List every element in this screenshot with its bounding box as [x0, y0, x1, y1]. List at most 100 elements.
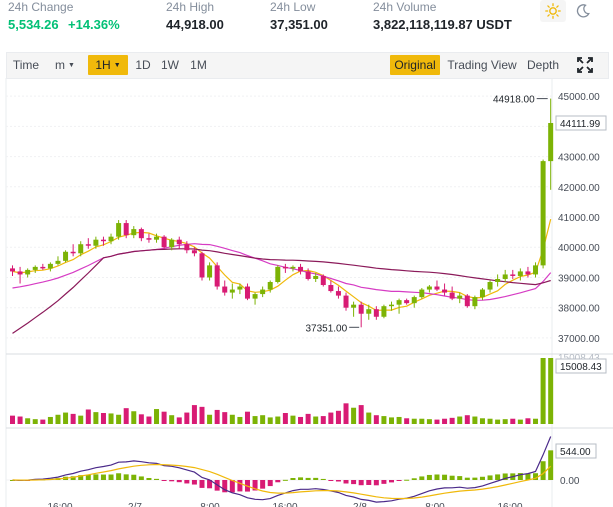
candle-body [502, 274, 508, 279]
candle-body [161, 236, 167, 248]
candle-body [267, 282, 273, 290]
minute-dropdown-label: m [55, 58, 66, 72]
volume-bar [442, 418, 448, 424]
tradingview-tab[interactable]: Trading View [447, 58, 517, 72]
macd-dif-line [12, 436, 552, 503]
volume-bar [40, 419, 46, 424]
price-tick-label: 38000.00 [558, 304, 600, 315]
volume-bar [161, 411, 167, 424]
candle-body [320, 275, 326, 286]
candle-body [244, 286, 250, 299]
macd-histogram-bar [396, 480, 402, 481]
candle-body [260, 289, 266, 295]
volume-bar [229, 414, 235, 424]
volume-bar [267, 417, 273, 424]
volume-bar [108, 413, 114, 424]
volume-bar [25, 418, 31, 424]
macd-histogram-bar [176, 480, 182, 483]
macd-value-label: 544.00 [560, 447, 591, 458]
candle-body [85, 244, 91, 246]
macd-histogram-bar [479, 476, 485, 480]
volume-bar [275, 416, 281, 424]
volume-bar [404, 418, 410, 424]
candle-body [100, 239, 106, 242]
volume-bar [237, 416, 243, 424]
moon-icon [576, 4, 590, 18]
candle-body [282, 266, 288, 269]
volume-value-label: 15008.43 [560, 362, 602, 373]
volume-bar [434, 419, 440, 424]
volume-bar [328, 412, 334, 424]
macd-histogram-bar [373, 480, 379, 486]
macd-histogram-bar [169, 480, 175, 482]
minute-dropdown[interactable]: m ▼ [47, 55, 83, 75]
original-view-tab[interactable]: Original [390, 55, 440, 75]
candle-body [290, 266, 296, 269]
volume-bar [495, 419, 501, 424]
candle-body [214, 265, 220, 287]
volume-value-box [555, 358, 607, 374]
light-theme-button[interactable] [540, 0, 566, 22]
volume-bar [85, 409, 91, 424]
chart-toolbar: Time m ▼ 1H ▼ 1D 1W 1M Original Trading Vi… [6, 52, 609, 79]
volume-bar [540, 358, 546, 424]
interval-1d-button[interactable]: 1D [135, 58, 151, 72]
candle-body [25, 269, 31, 275]
time-button[interactable]: Time [12, 58, 40, 72]
candle-body [78, 244, 84, 254]
candle-body [328, 285, 334, 292]
candle-body [252, 294, 258, 299]
volume-bar [411, 418, 417, 424]
high-label: 24h High [166, 0, 215, 14]
macd-histogram-bar [93, 474, 99, 480]
macd-histogram-bar [525, 473, 531, 480]
candle-body [389, 304, 394, 307]
fullscreen-button[interactable] [573, 55, 597, 75]
volume-bar [472, 416, 478, 424]
macd-dea-line [12, 463, 552, 500]
caret-down-icon: ▼ [113, 61, 121, 69]
depth-tab[interactable]: Depth [526, 58, 560, 72]
interval-1w-button[interactable]: 1W [161, 58, 179, 72]
macd-histogram-bar [381, 480, 387, 484]
macd-histogram-bar [154, 478, 160, 480]
candle-body [351, 304, 357, 308]
macd-histogram-bar [449, 475, 455, 480]
macd-histogram-bar [298, 477, 304, 480]
macd-histogram-bar [548, 450, 554, 480]
price-tick-label: 37000.00 [558, 334, 600, 345]
candle-body [525, 271, 531, 275]
volume-bar [10, 415, 15, 424]
candle-body [495, 278, 501, 282]
ticker-stats: 24h Change 5,534.26 +14.36% 24h High 44,… [0, 0, 613, 46]
price-chart[interactable]: 45000.0044000.0043000.0042000.0041000.00… [0, 78, 613, 507]
candle-body [366, 309, 372, 314]
sun-icon [545, 3, 561, 19]
macd-histogram-bar [260, 480, 266, 489]
candle-body [426, 286, 432, 290]
candle-body [396, 300, 402, 305]
macd-histogram-bar [191, 480, 197, 485]
hour-dropdown[interactable]: 1H ▼ [88, 55, 128, 75]
macd-histogram-bar [305, 477, 311, 480]
candle-body [93, 239, 99, 246]
macd-histogram-bar [464, 477, 470, 480]
ma-mid-line [12, 243, 552, 301]
volume-label: 24h Volume [373, 0, 437, 14]
ma-fast-line [12, 218, 552, 312]
volume-bar [305, 413, 311, 424]
candle-body [55, 260, 61, 264]
candle-body [298, 266, 304, 272]
interval-1m-button[interactable]: 1M [190, 58, 207, 72]
candle-body [229, 289, 235, 293]
price-tick-label: 41000.00 [558, 213, 600, 224]
change-value: 5,534.26 [8, 17, 59, 32]
macd-histogram-bar [457, 476, 463, 480]
candle-body [442, 289, 448, 293]
volume-bar [479, 418, 485, 424]
macd-histogram-bar [404, 479, 410, 481]
dark-theme-button[interactable] [570, 0, 596, 22]
candle-body [123, 223, 129, 236]
macd-histogram-bar [222, 480, 228, 493]
candle-body [275, 266, 281, 282]
